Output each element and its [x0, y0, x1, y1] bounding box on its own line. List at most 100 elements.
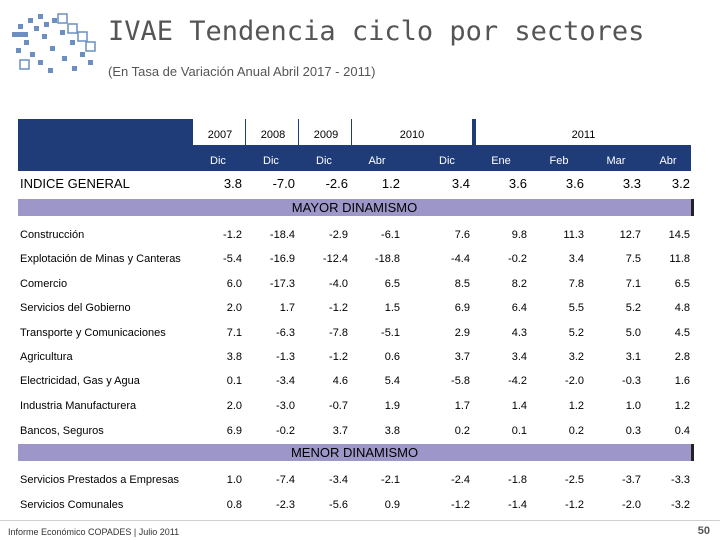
- table-cell: 6.5: [384, 278, 400, 290]
- table-cell: -3.3: [671, 474, 690, 486]
- table-cell: 1.5: [384, 302, 400, 314]
- table-cell: 1.9: [384, 400, 400, 412]
- table-cell: 7.1: [625, 278, 641, 290]
- row-label: Transporte y Comunicaciones: [20, 327, 166, 339]
- table-cell: 0.2: [454, 425, 470, 437]
- row-label: Explotación de Minas y Canteras: [20, 253, 181, 265]
- table-cell: 6.9: [454, 302, 470, 314]
- table-cell: 11.3: [563, 229, 584, 241]
- table-cell: -18.4: [269, 229, 295, 241]
- month-2: Dic: [316, 155, 332, 167]
- year-2009: 2009: [313, 129, 339, 141]
- table-cell: 0.9: [384, 499, 400, 511]
- page-title: IVAE Tendencia ciclo por sectores: [108, 16, 645, 47]
- page-number: 50: [697, 525, 710, 537]
- footer-divider: [0, 520, 720, 521]
- table-cell: 1.0: [226, 474, 242, 486]
- month-7: Mar: [606, 155, 626, 167]
- table-cell: 3.7: [454, 351, 470, 363]
- table-cell: -3.4: [329, 474, 348, 486]
- table-cell: 2.8: [674, 351, 690, 363]
- table-cell: -7.8: [329, 327, 348, 339]
- table-cell: -16.9: [269, 253, 295, 265]
- table-cell: 0.4: [674, 425, 690, 437]
- table-cell: -0.2: [508, 253, 527, 265]
- footer-text: Informe Económico COPADES | Julio 2011: [8, 527, 180, 537]
- table-cell: -1.2: [223, 229, 242, 241]
- table-cell: -5.1: [381, 327, 400, 339]
- table-cell: 3.8: [226, 351, 242, 363]
- table-cell: 1.2: [568, 400, 584, 412]
- section-header: MENOR DINAMISMO: [18, 444, 694, 461]
- table-cell: 3.1: [625, 351, 641, 363]
- section-header: MAYOR DINAMISMO: [18, 199, 694, 216]
- table-cell: -12.4: [322, 253, 348, 265]
- table-cell: 7.6: [454, 229, 470, 241]
- month-4: Dic: [439, 155, 455, 167]
- indice-general-value: 3.8: [223, 176, 242, 191]
- table-cell: 7.5: [625, 253, 641, 265]
- indice-general-value: -2.6: [325, 176, 348, 191]
- table-cell: 5.2: [625, 302, 641, 314]
- table-cell: 4.6: [332, 375, 348, 387]
- table-cell: -3.4: [276, 375, 295, 387]
- table-cell: 3.4: [511, 351, 527, 363]
- table-cell: 6.9: [226, 425, 242, 437]
- table-cell: -2.9: [329, 229, 348, 241]
- table-cell: 0.2: [568, 425, 584, 437]
- table-cell: -1.8: [508, 474, 527, 486]
- table-cell: -1.2: [329, 302, 348, 314]
- row-label: Servicios del Gobierno: [20, 302, 131, 314]
- table-cell: 9.8: [511, 229, 527, 241]
- table-cell: -1.2: [329, 351, 348, 363]
- indice-general-value: 3.3: [622, 176, 641, 191]
- section-title: MAYOR DINAMISMO: [291, 200, 418, 215]
- row-label: Electricidad, Gas y Agua: [20, 375, 140, 387]
- indice-general-value: 3.4: [451, 176, 470, 191]
- table-cell: 1.7: [454, 400, 470, 412]
- page-subtitle: (En Tasa de Variación Anual Abril 2017 -…: [108, 64, 376, 79]
- logo-icon: [12, 13, 96, 73]
- table-cell: -3.0: [276, 400, 295, 412]
- table-cell: 3.2: [568, 351, 584, 363]
- table-cell: -4.2: [508, 375, 527, 387]
- table-cell: 5.0: [625, 327, 641, 339]
- table-cell: 2.9: [454, 327, 470, 339]
- table-cell: 0.1: [226, 375, 242, 387]
- table-cell: -4.4: [451, 253, 470, 265]
- month-8: Abr: [659, 155, 677, 167]
- table-cell: -1.2: [451, 499, 470, 511]
- row-label: Comercio: [20, 278, 68, 290]
- table-cell: 11.8: [669, 253, 690, 265]
- indice-general-value: 1.2: [381, 176, 400, 191]
- table-cell: 6.4: [511, 302, 527, 314]
- table-cell: -2.5: [565, 474, 584, 486]
- table-cell: 5.4: [384, 375, 400, 387]
- table-cell: -0.3: [622, 375, 641, 387]
- table-cell: 7.8: [568, 278, 584, 290]
- table-cell: 4.5: [674, 327, 690, 339]
- table-cell: 1.0: [625, 400, 641, 412]
- table-cell: -1.4: [508, 499, 527, 511]
- table-cell: 0.3: [625, 425, 641, 437]
- table-cell: -2.3: [276, 499, 295, 511]
- table-cell: 5.5: [568, 302, 584, 314]
- table-cell: -2.0: [565, 375, 584, 387]
- table-cell: -6.1: [381, 229, 400, 241]
- table-cell: -5.4: [223, 253, 242, 265]
- table-cell: -6.3: [276, 327, 295, 339]
- table-cell: 6.5: [674, 278, 690, 290]
- year-gap-2009: [299, 119, 351, 145]
- table-cell: -3.2: [671, 499, 690, 511]
- table-cell: 0.8: [226, 499, 242, 511]
- month-1: Dic: [263, 155, 279, 167]
- table-cell: -1.3: [276, 351, 295, 363]
- year-gap-2008: [246, 119, 298, 145]
- row-label: Industria Manufacturera: [20, 400, 137, 412]
- table-cell: -0.2: [276, 425, 295, 437]
- table-cell: 14.5: [668, 229, 690, 241]
- row-label: Servicios Comunales: [20, 499, 124, 511]
- table-cell: -2.0: [622, 499, 641, 511]
- row-label: Bancos, Seguros: [20, 425, 104, 437]
- year-2008: 2008: [260, 129, 286, 141]
